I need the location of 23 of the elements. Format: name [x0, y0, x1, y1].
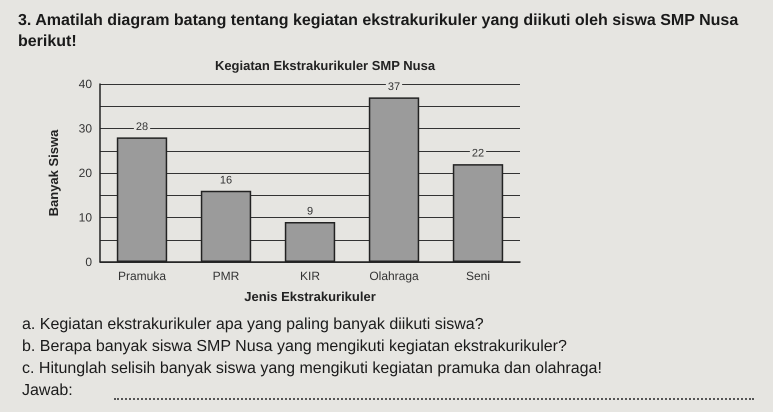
data-label: 37	[388, 80, 400, 93]
x-tick-label: Olahraga	[369, 269, 420, 283]
y-tick-label: 30	[78, 122, 92, 136]
data-label: 9	[306, 205, 314, 218]
text: b. Berapa banyak siswa SMP Nusa yang mengikuti kegiatan ekstrakurikuler?	[22, 338, 567, 355]
y-tick-label: 40	[78, 77, 92, 91]
y-tick-label: 0	[85, 255, 92, 269]
y-axis-title: Banyak Siswa	[46, 128, 61, 216]
text: a. Kegiatan ekstrakurikuler apa yang paling banyak diikuti siswa?	[22, 316, 484, 333]
chart-title: Kegiatan Ekstrakurikuler SMP Nusa	[214, 58, 436, 73]
x-tick-label: PMR	[212, 269, 240, 283]
x-tick-label: KIR	[300, 269, 320, 283]
data-label: 22	[472, 148, 484, 160]
y-tick-label: 10	[78, 210, 92, 224]
x-tick-label: Pramuka	[118, 269, 166, 283]
data-label: 16	[220, 174, 232, 186]
text: 3. Amatilah diagram batang tentang kegiatan ekstrakurikuler yang diikuti oleh siswa SMP Nusa berikut!	[18, 11, 740, 52]
x-tick-label: Seni	[466, 269, 490, 283]
x-axis-title: Jenis Ekstrakurikuler	[244, 289, 376, 304]
data-label: 28	[136, 120, 148, 133]
y-tick-label: 20	[78, 166, 92, 180]
text: c. Hitunglah selisih banyak siswa yang mengikuti kegiatan pramuka dan olahraga!	[22, 360, 602, 377]
text: Jawab:	[22, 382, 73, 399]
